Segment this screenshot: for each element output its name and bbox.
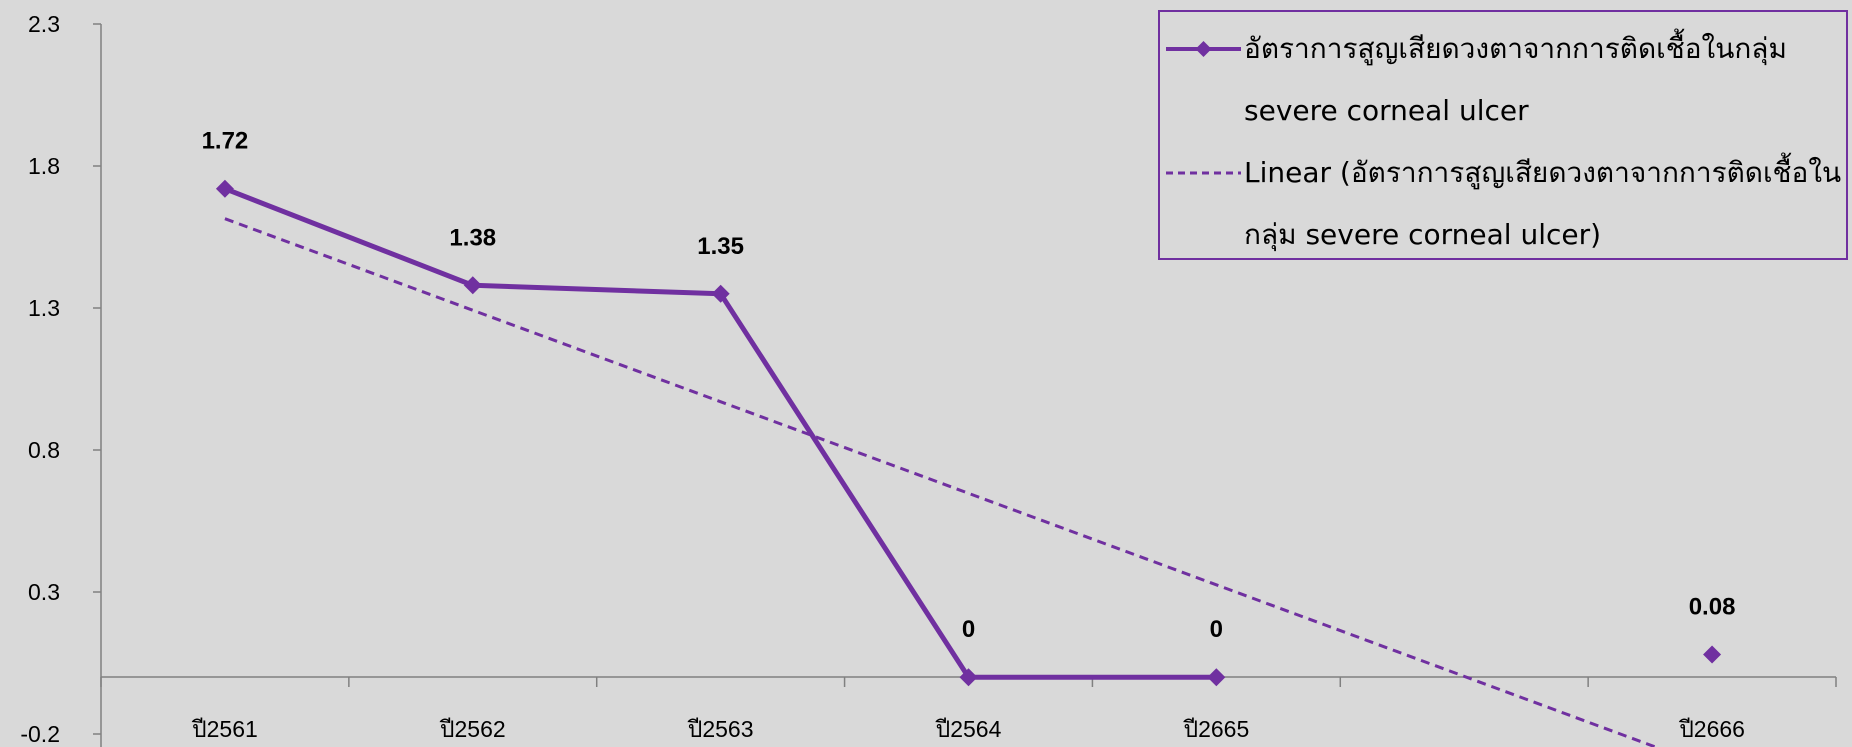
data-label: 0	[1210, 616, 1223, 643]
data-point-marker	[215, 179, 234, 198]
legend-trendline-dash-icon	[1166, 171, 1241, 175]
x-tick-label: ปี2666	[1679, 716, 1745, 742]
data-labels-group: 1.72 1.38 1.35 0 0 0.08	[202, 128, 1736, 643]
y-tick-label: 0.3	[28, 579, 60, 605]
y-tick-label: 1.8	[28, 153, 60, 179]
series-line-segment	[718, 291, 971, 680]
data-point-marker	[959, 668, 978, 687]
series-line-segment	[222, 186, 476, 288]
data-label: 1.72	[202, 128, 249, 155]
data-point-marker	[463, 276, 482, 295]
data-label: 1.38	[449, 224, 496, 251]
trendline-group	[224, 217, 1660, 747]
trendline	[224, 217, 1660, 747]
data-label: 0	[962, 616, 975, 643]
x-tick-label: ปี2562	[439, 716, 505, 742]
y-tick-label: 0.8	[28, 437, 60, 463]
legend-series-line-icon	[1166, 41, 1241, 57]
data-label: 1.35	[697, 233, 744, 260]
y-tick-label: 1.3	[28, 295, 60, 321]
chart-legend: อัตราการสูญเสียดวงตาจากการติดเชื้อในกลุ่…	[1158, 10, 1848, 260]
y-tick-label: 2.3	[28, 11, 60, 37]
x-tick-label: ปี2564	[935, 716, 1002, 742]
y-tick-label: -0.2	[20, 721, 60, 747]
x-tick-label: ปี2563	[687, 716, 753, 742]
data-point-marker	[1703, 645, 1722, 664]
data-point-marker	[711, 284, 730, 303]
legend-trendline-label: Linear (อัตราการสูญเสียดวงตาจากการติดเชื…	[1244, 156, 1842, 251]
series-line-segment	[470, 282, 724, 297]
data-point-marker	[1207, 668, 1226, 687]
series-group	[215, 179, 1722, 687]
legend-series-label: อัตราการสูญเสียดวงตาจากการติดเชื้อในกลุ่…	[1244, 32, 1787, 127]
data-label: 0.08	[1689, 593, 1736, 620]
x-tick-label: ปี2561	[191, 716, 257, 742]
chart-axes: -0.2 0.3 0.8 1.3 1.8 2.3 ปี2561 ปี2562 ปี2563 ปี2…	[20, 11, 1837, 747]
x-tick-label: ปี2665	[1183, 716, 1249, 742]
